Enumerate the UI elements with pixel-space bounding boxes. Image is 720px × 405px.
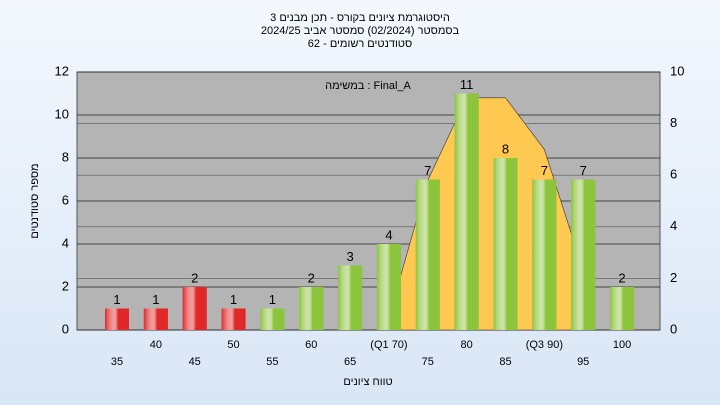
y2-tick-label: 2 — [670, 270, 677, 285]
annotation: במשימה : Final_A — [325, 80, 411, 92]
value-label: 4 — [385, 227, 392, 242]
value-label: 2 — [618, 270, 625, 285]
y-axis-label: מספר סטודנטים — [29, 163, 41, 238]
y-tick-label: 8 — [62, 149, 69, 164]
bar-shine — [532, 179, 557, 330]
bar-shine — [143, 308, 168, 330]
value-label: 1 — [230, 292, 237, 307]
y-tick-label: 10 — [55, 106, 69, 121]
x-tick-label: 75 — [422, 356, 434, 368]
x-tick-label: (Q3 90) — [526, 339, 563, 351]
y-tick-label: 0 — [62, 321, 69, 336]
x-tick-label: 95 — [577, 356, 589, 368]
value-label: 2 — [191, 270, 198, 285]
y2-tick-label: 10 — [670, 63, 684, 78]
bar-shine — [493, 158, 518, 330]
x-tick-label: 35 — [111, 356, 123, 368]
chart-title: היסטוגרמת ציונים בקורס - תכן מבנים 3 — [270, 12, 450, 24]
value-label: 7 — [580, 163, 587, 178]
y2-tick-label: 4 — [670, 218, 677, 233]
y-tick-label: 4 — [62, 235, 69, 250]
bar-shine — [571, 179, 596, 330]
value-label: 2 — [308, 270, 315, 285]
bar-shine — [415, 179, 440, 330]
bar-shine — [610, 287, 635, 330]
x-tick-label: 50 — [227, 339, 239, 351]
bar-shine — [260, 308, 285, 330]
x-tick-label: (Q1 70) — [370, 339, 407, 351]
x-tick-label: 40 — [150, 339, 162, 351]
bar-shine — [182, 287, 207, 330]
value-label: 1 — [113, 292, 120, 307]
y2-tick-label: 8 — [670, 115, 677, 130]
x-tick-label: 80 — [461, 339, 473, 351]
bar-shine — [376, 244, 401, 330]
value-label: 8 — [502, 141, 509, 156]
y-tick-label: 2 — [62, 278, 69, 293]
x-tick-label: 85 — [499, 356, 511, 368]
x-tick-label: 55 — [266, 356, 278, 368]
value-label: 7 — [541, 163, 548, 178]
y-tick-label: 12 — [55, 63, 69, 78]
x-axis-label: טווח ציונים — [343, 376, 392, 388]
bar-shine — [221, 308, 246, 330]
x-tick-label: 100 — [613, 339, 631, 351]
bar-shine — [454, 93, 479, 330]
bar-shine — [299, 287, 324, 330]
value-label: 7 — [424, 163, 431, 178]
value-label: 11 — [460, 77, 474, 92]
bar-shine — [338, 265, 363, 330]
value-label: 1 — [269, 292, 276, 307]
chart-subtitle: 62 - סטודנטים רשומים — [308, 38, 412, 50]
chart-subtitle: בסמסטר (02/2024) סמסטר אביב 2024/25 — [261, 25, 460, 37]
y2-tick-label: 6 — [670, 167, 677, 182]
y2-tick-label: 0 — [670, 321, 677, 336]
y-tick-label: 6 — [62, 192, 69, 207]
x-tick-label: 60 — [305, 339, 317, 351]
value-label: 1 — [152, 292, 159, 307]
x-tick-label: 65 — [344, 356, 356, 368]
x-tick-label: 45 — [189, 356, 201, 368]
bar-shine — [105, 308, 129, 330]
value-label: 3 — [346, 249, 353, 264]
